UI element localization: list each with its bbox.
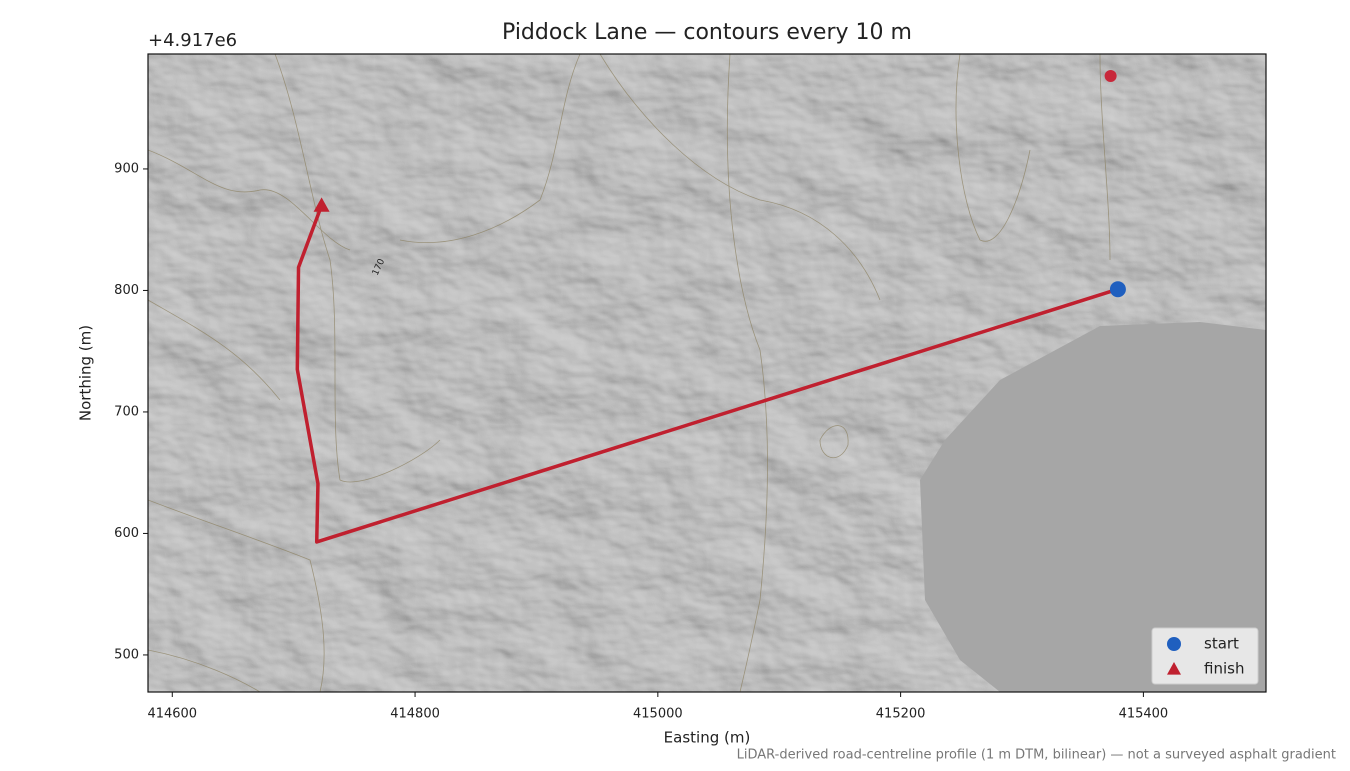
legend-label: finish [1204, 660, 1244, 678]
legend: start finish [1151, 627, 1259, 685]
y-offset-label: +4.917e6 [148, 30, 237, 51]
circle-marker [1109, 281, 1126, 298]
y-tick-label: 700 [114, 404, 139, 419]
x-tick-label: 415000 [633, 707, 683, 722]
x-tick-label: 415200 [876, 707, 926, 722]
x-tick-label: 414600 [147, 707, 197, 722]
x-tick-label: 414800 [390, 707, 440, 722]
y-axis-label: Northing (m) [77, 325, 95, 421]
x-tick-label: 415400 [1119, 707, 1169, 722]
route-line [295, 204, 1119, 544]
x-axis-label: Easting (m) [664, 729, 751, 747]
point [1104, 69, 1117, 82]
circle-marker [1167, 637, 1181, 651]
triangle-marker [1167, 662, 1181, 675]
hillshade: 170 [148, 54, 1266, 692]
triangle-marker [313, 197, 330, 212]
plot-frame [147, 53, 1267, 693]
y-tick-label: 500 [114, 647, 139, 662]
footnote: LiDAR-derived road-centreline profile (1… [737, 748, 1336, 763]
y-tick-label: 600 [114, 526, 139, 541]
legend-label: start [1204, 635, 1239, 653]
chart-title: Piddock Lane — contours every 10 m [502, 20, 912, 45]
y-tick-label: 800 [114, 283, 139, 298]
y-tick-label: 900 [114, 161, 139, 176]
